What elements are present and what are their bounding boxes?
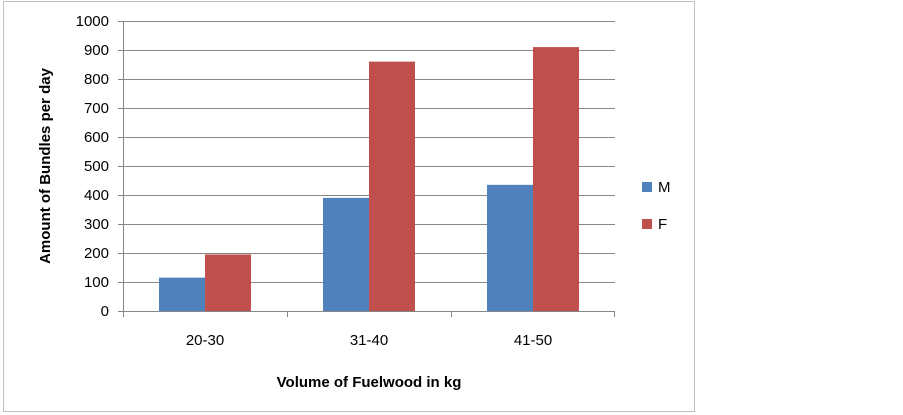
bar-f-31-40: [369, 61, 415, 311]
y-tick-label: 800: [84, 71, 109, 88]
y-tick-label: 700: [84, 100, 109, 117]
y-tick-label: 500: [84, 158, 109, 175]
legend: MF: [642, 179, 671, 233]
y-tick-label: 900: [84, 42, 109, 59]
x-tick-labels: 20-30 31-40 41-50: [186, 332, 552, 349]
legend-label-m: M: [658, 179, 671, 196]
bar-m-20-30: [159, 277, 205, 311]
x-tick-label: 41-50: [514, 332, 552, 349]
bar-m-31-40: [323, 197, 369, 311]
bar-m-41-50: [487, 184, 533, 311]
y-axis-title: Amount of Bundles per day: [37, 67, 54, 264]
y-tick-label: 1000: [76, 13, 109, 30]
bar-f-41-50: [533, 47, 579, 311]
axes: [118, 21, 615, 317]
x-axis-title: Volume of Fuelwood in kg: [277, 374, 462, 391]
y-tick-label: 200: [84, 245, 109, 262]
legend-label-f: F: [658, 216, 667, 233]
y-tick-label: 300: [84, 216, 109, 233]
y-tick-label: 400: [84, 187, 109, 204]
y-tick-label: 0: [101, 303, 109, 320]
y-tick-label: 600: [84, 129, 109, 146]
bar-f-20-30: [205, 254, 251, 311]
x-tick-label: 31-40: [350, 332, 388, 349]
legend-swatch-f: [642, 219, 652, 229]
legend-swatch-m: [642, 182, 652, 192]
x-tick-label: 20-30: [186, 332, 224, 349]
bars: [159, 47, 579, 311]
y-tick-label: 100: [84, 274, 109, 291]
y-tick-labels: 0 100 200 300 400 500 600 700 800 900 1000: [76, 13, 109, 320]
